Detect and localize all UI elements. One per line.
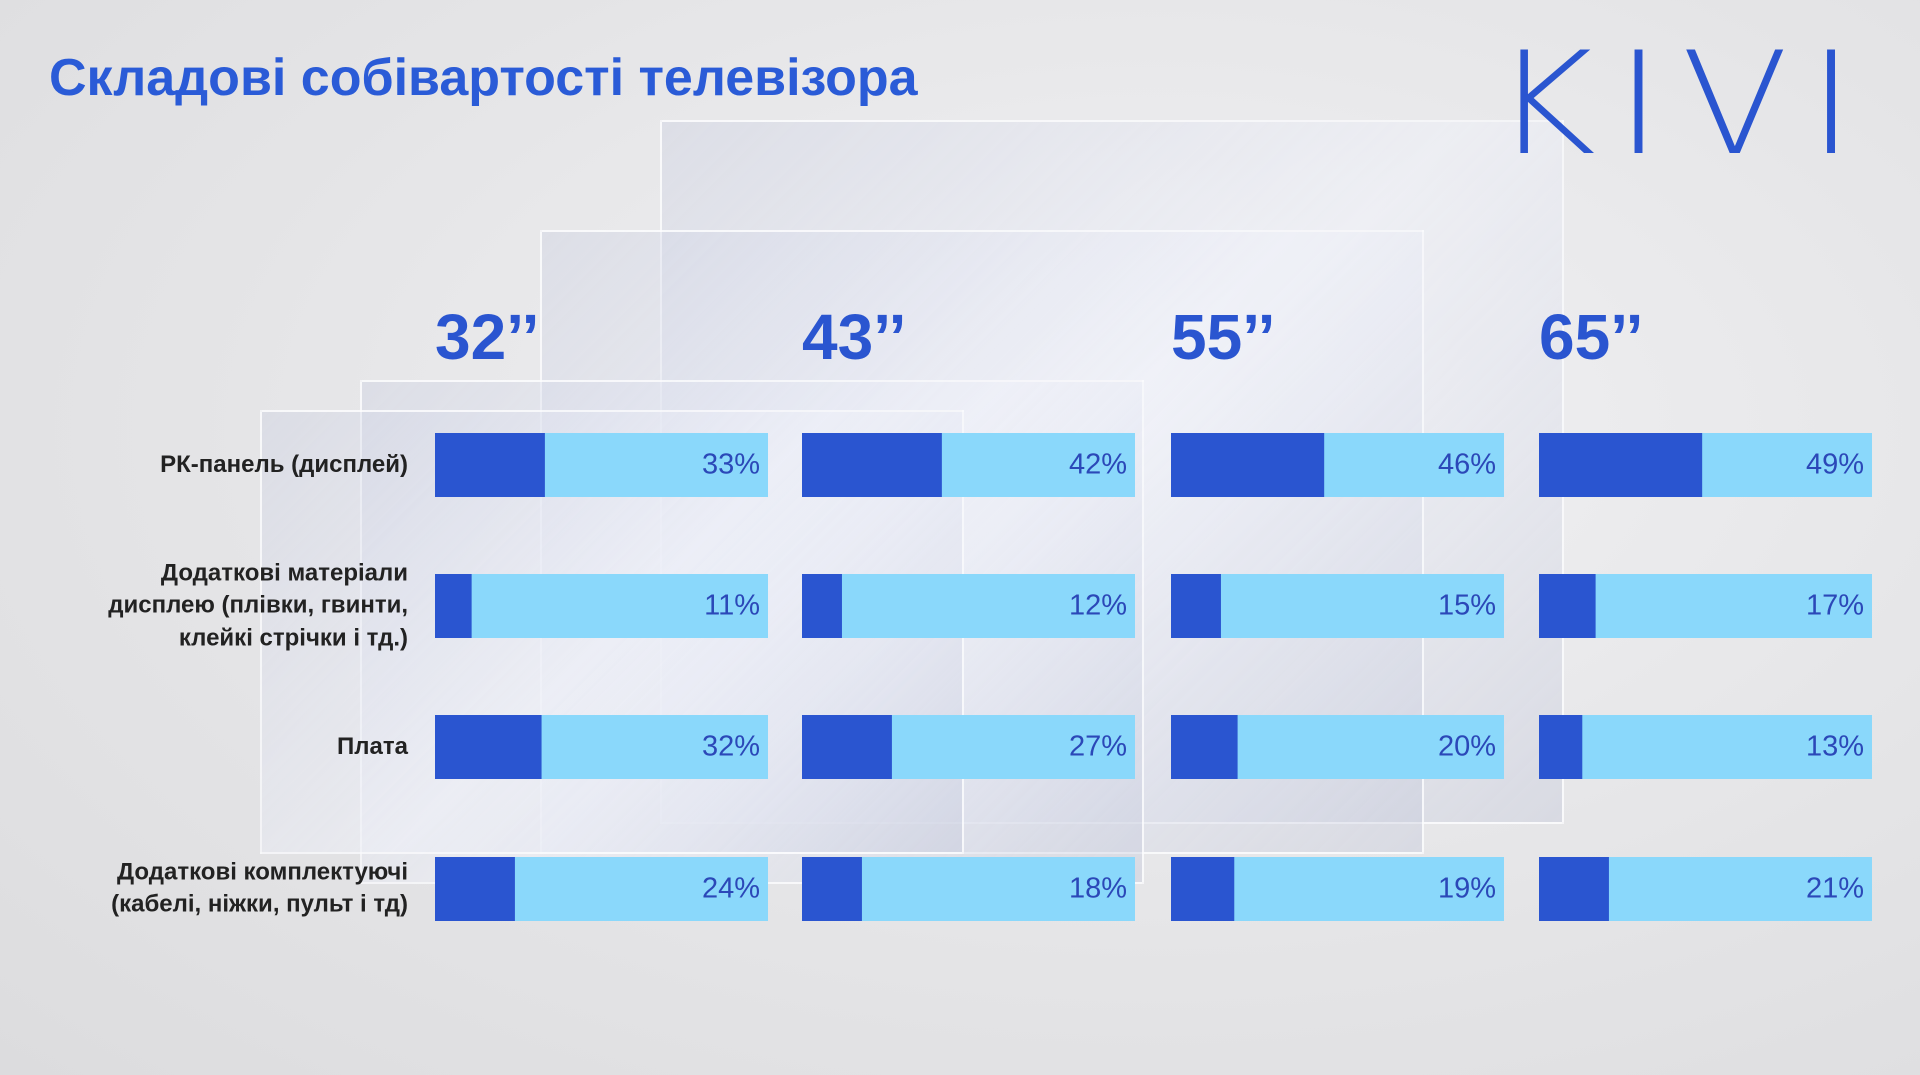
bar: [1171, 433, 1325, 497]
row-label: Додаткові комплектуючі (кабелі, ніжки, п…: [111, 858, 408, 918]
value-label: 18%: [1069, 873, 1127, 905]
bar: [1171, 857, 1235, 921]
value-label: 46%: [1438, 449, 1496, 481]
bar: [1539, 433, 1703, 497]
bar-track: [1539, 715, 1872, 779]
bar: [802, 433, 942, 497]
column-header: 65’’: [1539, 301, 1644, 373]
bar: [1539, 715, 1583, 779]
value-label: 17%: [1806, 590, 1864, 622]
bar: [1171, 574, 1221, 638]
column-header: 43’’: [802, 301, 907, 373]
bar: [802, 715, 892, 779]
bar: [435, 433, 545, 497]
bar-track: [802, 574, 1135, 638]
value-label: 21%: [1806, 873, 1864, 905]
bar-track: [435, 574, 768, 638]
value-label: 11%: [704, 590, 760, 622]
bar: [1171, 715, 1238, 779]
bar: [1539, 574, 1596, 638]
row-label: Плата: [337, 732, 408, 760]
bar-track: [1171, 574, 1504, 638]
column-header: 32’’: [435, 301, 540, 373]
value-label: 27%: [1069, 731, 1127, 763]
value-label: 42%: [1069, 449, 1127, 481]
bar: [435, 574, 472, 638]
value-label: 19%: [1438, 873, 1496, 905]
column-header: 55’’: [1171, 301, 1276, 373]
value-label: 20%: [1438, 731, 1496, 763]
bar: [1539, 857, 1609, 921]
value-label: 15%: [1438, 590, 1496, 622]
value-label: 24%: [702, 873, 760, 905]
value-label: 12%: [1069, 590, 1127, 622]
value-label: 13%: [1806, 731, 1864, 763]
bar: [802, 857, 862, 921]
chart-title: Складові собівартості телевізора: [49, 49, 918, 107]
value-label: 32%: [702, 731, 760, 763]
value-label: 49%: [1806, 449, 1864, 481]
value-label: 33%: [702, 449, 760, 481]
bar: [435, 715, 542, 779]
row-label: РК-панель (дисплей): [160, 450, 408, 478]
bar: [435, 857, 515, 921]
row-label: Додаткові матеріали дисплею (плівки, гви…: [108, 559, 408, 652]
logo: KIVI: [1493, 22, 1874, 187]
bar: [802, 574, 842, 638]
